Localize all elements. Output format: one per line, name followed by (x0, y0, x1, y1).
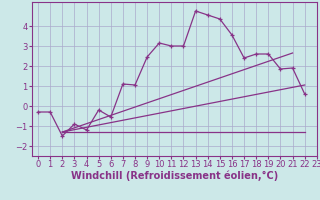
X-axis label: Windchill (Refroidissement éolien,°C): Windchill (Refroidissement éolien,°C) (71, 171, 278, 181)
